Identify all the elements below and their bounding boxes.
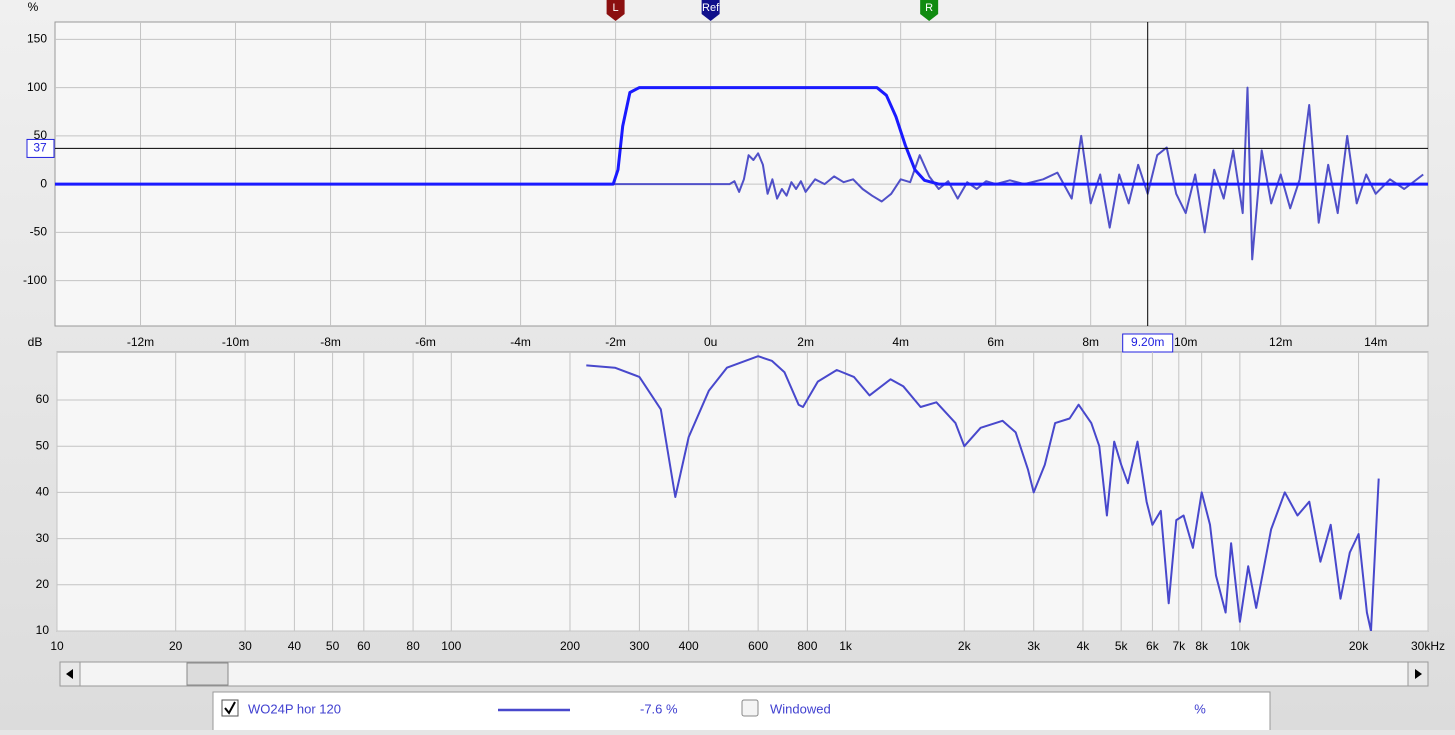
series-group [55,86,1428,261]
x-tick-label: 3k [1027,639,1041,653]
cursor-y-label: 37 [33,141,47,155]
y-tick-label: 40 [36,485,50,499]
scrollbar[interactable] [59,661,1429,687]
marker [606,0,625,21]
cursor-box [26,138,55,158]
y-tick-label: 20 [36,577,50,591]
x-tick-label: 50 [326,639,340,653]
x-tick-label: 60 [357,639,371,653]
x-tick-label: 4k [1077,639,1091,653]
y-tick-label: 10 [36,623,50,637]
x-tick-label: 30 [238,639,252,653]
y-axis-label: % [28,0,39,14]
x-tick-label: 6k [1146,639,1160,653]
data-line [55,86,1428,186]
marker-label: Ref [702,2,720,14]
scroll-track[interactable] [59,661,1429,687]
data-line [586,355,1380,631]
cursor-box [1122,333,1174,353]
arrow-icon [1415,669,1422,679]
y-tick-label: 100 [27,80,47,94]
x-tick-label: 1k [839,639,853,653]
y-tick-label: 30 [36,531,50,545]
y-tick-label: 50 [34,128,48,142]
y-axis-label: dB [28,335,43,349]
x-tick-label: 600 [748,639,768,653]
marker-label: R [925,2,933,14]
x-tick-label: 12m [1269,335,1292,349]
x-tick-label: 200 [560,639,580,653]
x-tick-label: 14m [1364,335,1387,349]
arrow-icon [66,669,73,679]
x-tick-label: 100 [441,639,461,653]
plot-area [56,351,1429,632]
scroll-thumb[interactable] [186,662,229,686]
y-tick-label: 0 [40,176,47,190]
x-tick-label: 6m [987,335,1004,349]
x-tick-label: -12m [127,335,154,349]
legend-value: -7.6 % [640,701,678,716]
x-tick-label: 40 [288,639,302,653]
x-tick-label: 300 [629,639,649,653]
x-tick-label: -10m [222,335,249,349]
x-tick-label: 8k [1195,639,1209,653]
unit-label: % [1194,701,1206,716]
x-tick-label: -6m [415,335,436,349]
x-tick-label: 0u [704,335,717,349]
cursor-x-label: 9.20m [1131,335,1164,349]
series-group [586,355,1380,631]
x-tick-label: 2k [958,639,972,653]
x-tick-label: 10 [50,639,64,653]
check-mark [224,701,236,715]
marker [920,0,939,21]
marker [701,0,720,21]
y-tick-label: 50 [36,438,50,452]
legend-name: WO24P hor 120 [248,701,341,716]
checkbox[interactable] [741,699,759,717]
x-tick-label: 4m [892,335,909,349]
x-tick-label: 2m [797,335,814,349]
x-tick-label: 30kHz [1411,639,1445,653]
plot-area [54,21,1429,327]
x-tick-label: 8m [1082,335,1099,349]
marker-label: L [613,2,619,14]
x-tick-label: 20k [1349,639,1369,653]
x-tick-label: 400 [679,639,699,653]
y-tick-label: -50 [30,225,48,239]
windowed-label: Windowed [770,701,831,716]
x-tick-label: 7k [1172,639,1186,653]
y-tick-label: 150 [27,32,47,46]
x-tick-label: -8m [320,335,341,349]
y-tick-label: -100 [23,273,47,287]
x-tick-label: 10m [1174,335,1197,349]
x-tick-label: 10k [1230,639,1250,653]
x-tick-label: -4m [510,335,531,349]
x-tick-label: -2m [605,335,626,349]
x-tick-label: 20 [169,639,183,653]
x-tick-label: 80 [406,639,420,653]
x-tick-label: 800 [797,639,817,653]
x-tick-label: 5k [1115,639,1129,653]
y-tick-label: 60 [36,392,50,406]
